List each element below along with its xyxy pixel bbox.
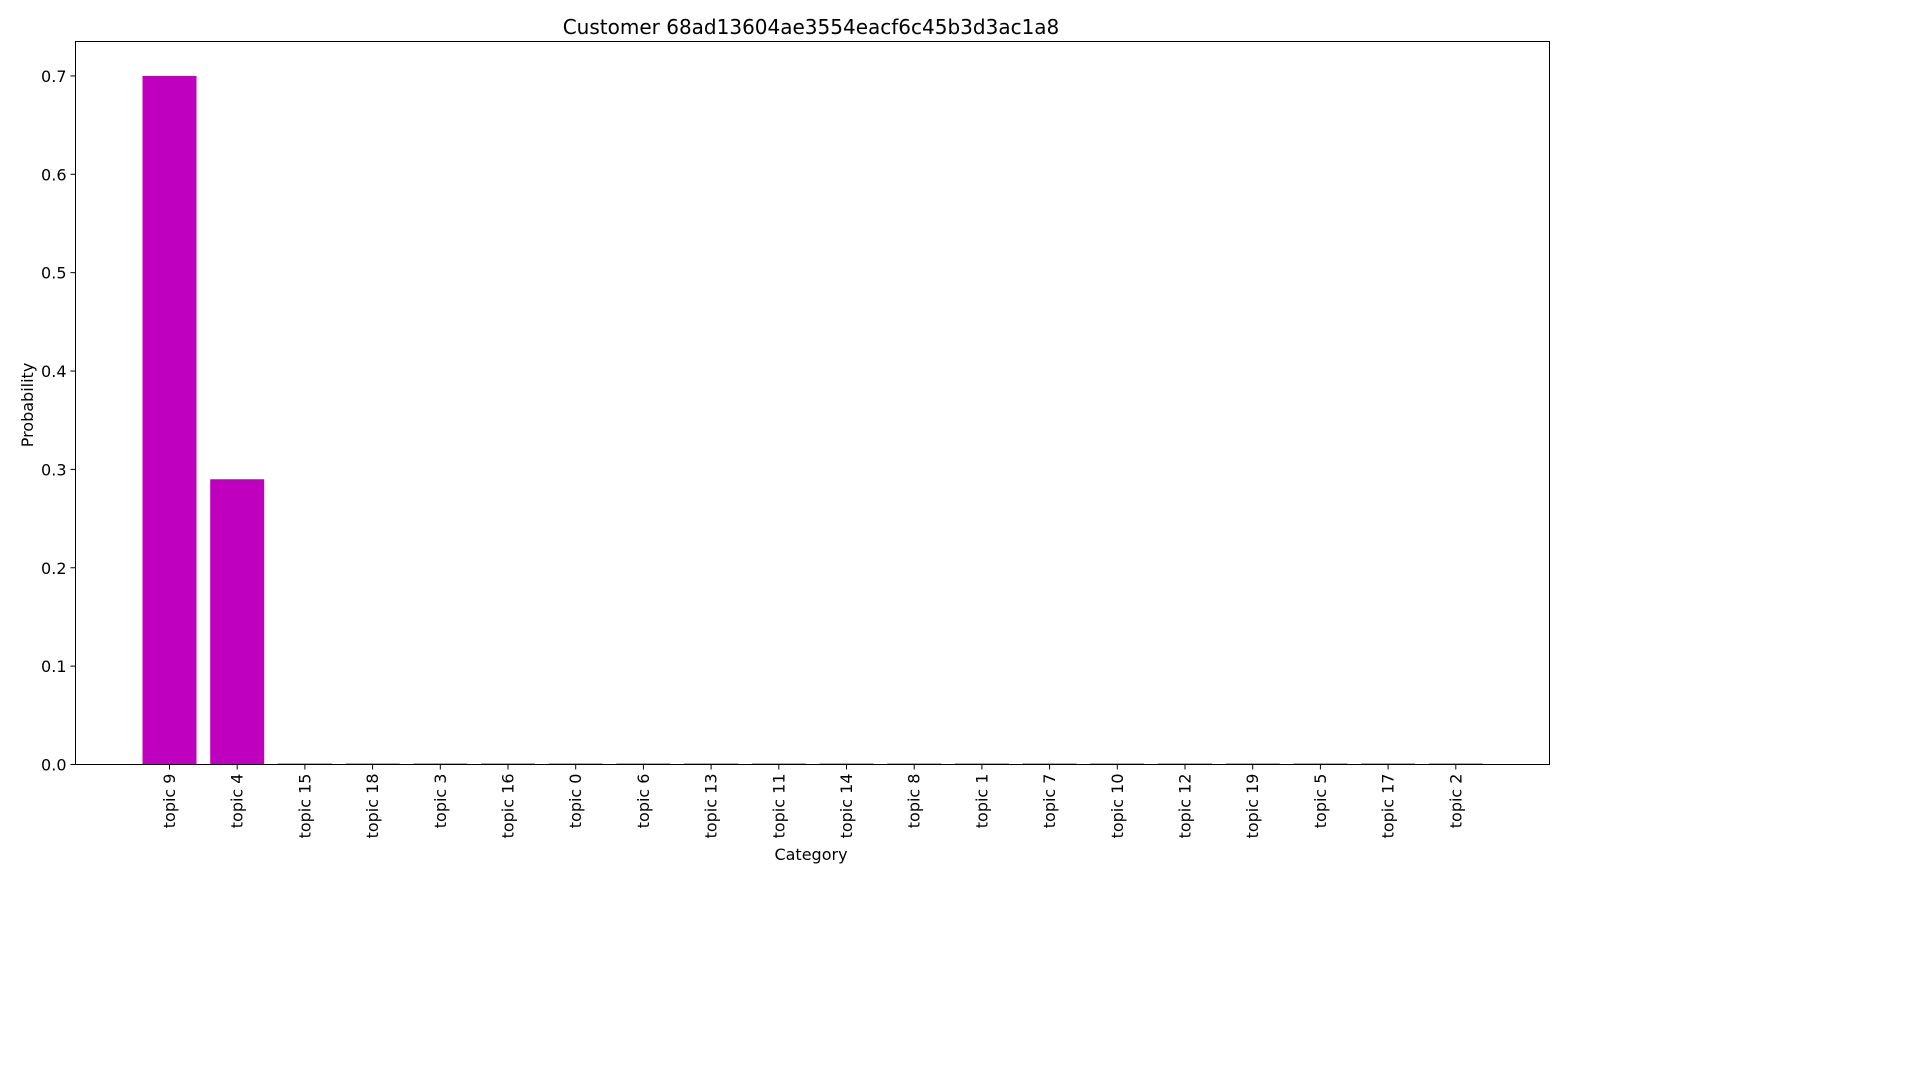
y-tick-label: 0.1 bbox=[41, 657, 66, 676]
x-axis-ticks: topic 9 topic 4 topic 15 topic 18 topic 3 top… bbox=[160, 764, 1465, 839]
x-tick-label: topic 7 bbox=[1040, 774, 1059, 829]
x-axis-label: Category bbox=[774, 845, 847, 864]
x-tick-label: topic 8 bbox=[905, 774, 924, 829]
x-tick-label: topic 1 bbox=[972, 774, 991, 829]
x-tick-label: topic 0 bbox=[566, 774, 585, 829]
x-tick-label: topic 10 bbox=[1108, 774, 1127, 839]
bar-chart: Customer 68ad13604ae3554eacf6c45b3d3ac1a… bbox=[18, 15, 1550, 864]
bar bbox=[142, 75, 197, 765]
x-tick-label: topic 15 bbox=[295, 774, 314, 839]
y-tick-label: 0.4 bbox=[41, 362, 66, 381]
y-axis-label: Probability bbox=[18, 363, 37, 448]
y-tick-label: 0.7 bbox=[41, 67, 66, 86]
x-tick-label: topic 17 bbox=[1379, 774, 1398, 839]
chart-title: Customer 68ad13604ae3554eacf6c45b3d3ac1a… bbox=[563, 15, 1060, 39]
bar bbox=[210, 479, 265, 765]
x-tick-label: topic 9 bbox=[160, 774, 179, 829]
y-tick-label: 0.2 bbox=[41, 559, 66, 578]
x-tick-label: topic 14 bbox=[837, 774, 856, 839]
x-tick-label: topic 19 bbox=[1243, 774, 1262, 839]
x-tick-label: topic 16 bbox=[499, 774, 518, 839]
x-tick-label: topic 6 bbox=[634, 774, 653, 829]
x-tick-label: topic 2 bbox=[1446, 774, 1465, 829]
bars bbox=[142, 75, 1483, 765]
y-tick-label: 0.3 bbox=[41, 460, 66, 479]
plot-frame bbox=[75, 41, 1550, 765]
y-axis-ticks: 0.0 0.1 0.2 0.3 0.4 0.5 0.6 0.7 bbox=[41, 67, 76, 775]
x-tick-label: topic 3 bbox=[431, 774, 450, 829]
x-tick-label: topic 12 bbox=[1176, 774, 1195, 839]
y-tick-label: 0.6 bbox=[41, 165, 66, 184]
x-tick-label: topic 5 bbox=[1311, 774, 1330, 829]
x-tick-label: topic 11 bbox=[769, 774, 788, 839]
y-tick-label: 0.5 bbox=[41, 264, 66, 283]
x-tick-label: topic 18 bbox=[363, 774, 382, 839]
x-tick-label: topic 4 bbox=[228, 774, 247, 829]
y-tick-label: 0.0 bbox=[41, 756, 66, 775]
x-tick-label: topic 13 bbox=[702, 774, 721, 839]
